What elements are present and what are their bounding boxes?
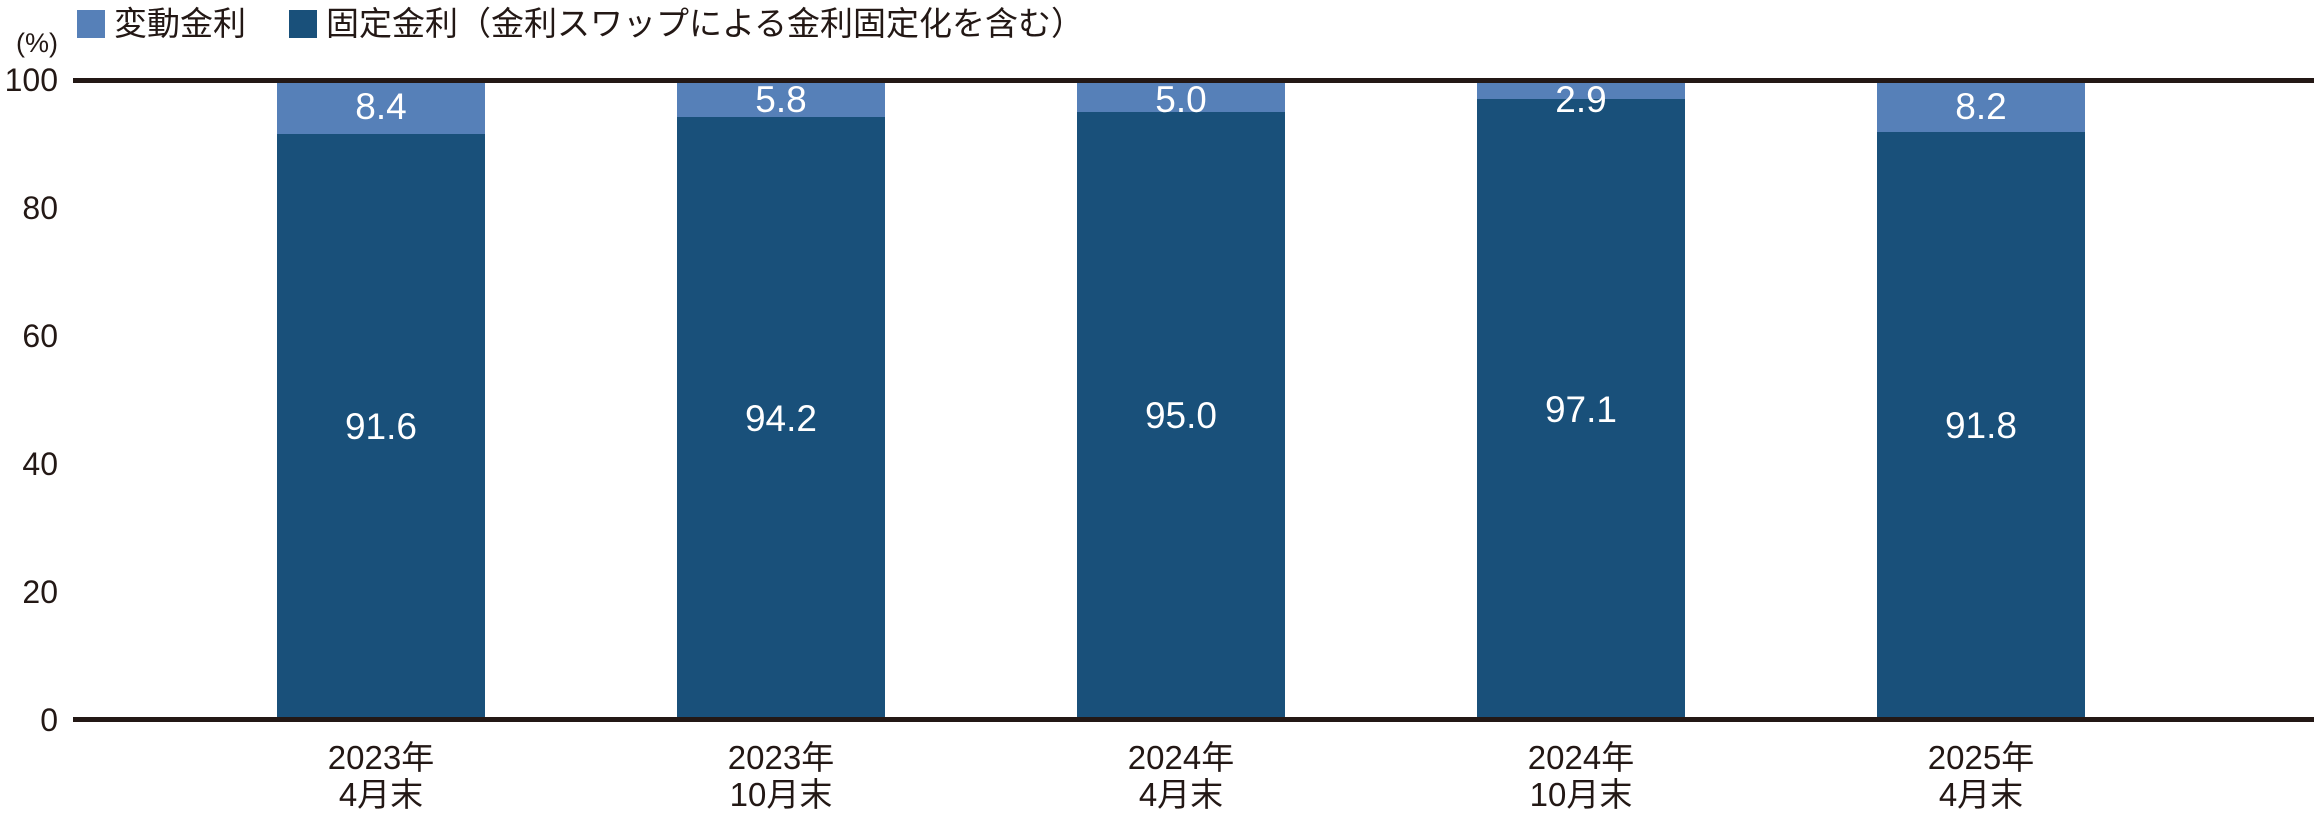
bar-2-fixed-value: 95.0 bbox=[1144, 395, 1217, 437]
bar-1: 5.8 94.2 bbox=[677, 80, 885, 720]
legend-swatch-variable-icon bbox=[77, 10, 105, 38]
x-label-3: 2024年 10月末 bbox=[1527, 739, 1635, 813]
bar-4: 8.2 91.8 bbox=[1877, 80, 2085, 720]
bar-2: 5.0 95.0 bbox=[1077, 80, 1285, 720]
legend-label-fixed: 固定金利（金利スワップによる金利固定化を含む） bbox=[326, 5, 1085, 42]
x-label-0: 2023年 4月末 bbox=[327, 739, 435, 813]
bar-1-fixed-value: 94.2 bbox=[744, 397, 817, 439]
legend-item-fixed: 固定金利（金利スワップによる金利固定化を含む） bbox=[289, 6, 1084, 42]
y-axis-unit-label: (%) bbox=[16, 28, 58, 58]
legend-label-variable: 変動金利 bbox=[114, 5, 246, 42]
bar-4-variable-value: 8.2 bbox=[1955, 85, 2007, 127]
bar-1-variable-segment bbox=[677, 80, 885, 118]
bar-0-variable-value: 8.4 bbox=[355, 86, 407, 128]
bar-1-fixed-segment bbox=[677, 117, 885, 720]
bar-3-variable-value: 2.9 bbox=[1555, 79, 1607, 120]
legend-swatch-fixed-icon bbox=[289, 10, 317, 38]
x-axis-line bbox=[73, 717, 2314, 722]
y-tick-100: 100 bbox=[4, 62, 58, 98]
bar-2-variable-value: 5.0 bbox=[1155, 79, 1207, 120]
bar-4-variable-segment bbox=[1877, 80, 2085, 133]
bar-3-fixed-segment bbox=[1477, 98, 1685, 720]
bar-3-fixed-value: 97.1 bbox=[1544, 388, 1617, 430]
legend: 変動金利 固定金利（金利スワップによる金利固定化を含む） bbox=[77, 6, 1084, 42]
bar-1-variable-value: 5.8 bbox=[755, 79, 807, 120]
x-label-1: 2023年 10月末 bbox=[727, 739, 835, 813]
y-tick-60: 60 bbox=[22, 317, 58, 354]
bar-2-fixed-segment bbox=[1077, 111, 1285, 720]
y-tick-40: 40 bbox=[22, 445, 58, 482]
bar-4-fixed-segment bbox=[1877, 132, 2085, 720]
y-axis-top-line bbox=[73, 77, 2314, 83]
bar-0-variable-segment bbox=[277, 80, 485, 134]
y-tick-80: 80 bbox=[22, 189, 58, 226]
bar-0-fixed-segment bbox=[277, 133, 485, 720]
bar-3-variable-segment bbox=[1477, 80, 1685, 99]
legend-item-variable: 変動金利 bbox=[77, 6, 246, 42]
bar-3: 2.9 97.1 bbox=[1477, 80, 1685, 720]
bar-0: 8.4 91.6 bbox=[277, 80, 485, 720]
x-label-2: 2024年 4月末 bbox=[1127, 739, 1235, 813]
bar-2-variable-segment bbox=[1077, 80, 1285, 112]
y-tick-0: 0 bbox=[40, 701, 58, 738]
y-tick-20: 20 bbox=[22, 573, 58, 610]
bar-4-fixed-value: 91.8 bbox=[1944, 405, 2017, 447]
x-label-4: 2025年 4月末 bbox=[1927, 739, 2035, 813]
bar-0-fixed-value: 91.6 bbox=[344, 406, 417, 448]
